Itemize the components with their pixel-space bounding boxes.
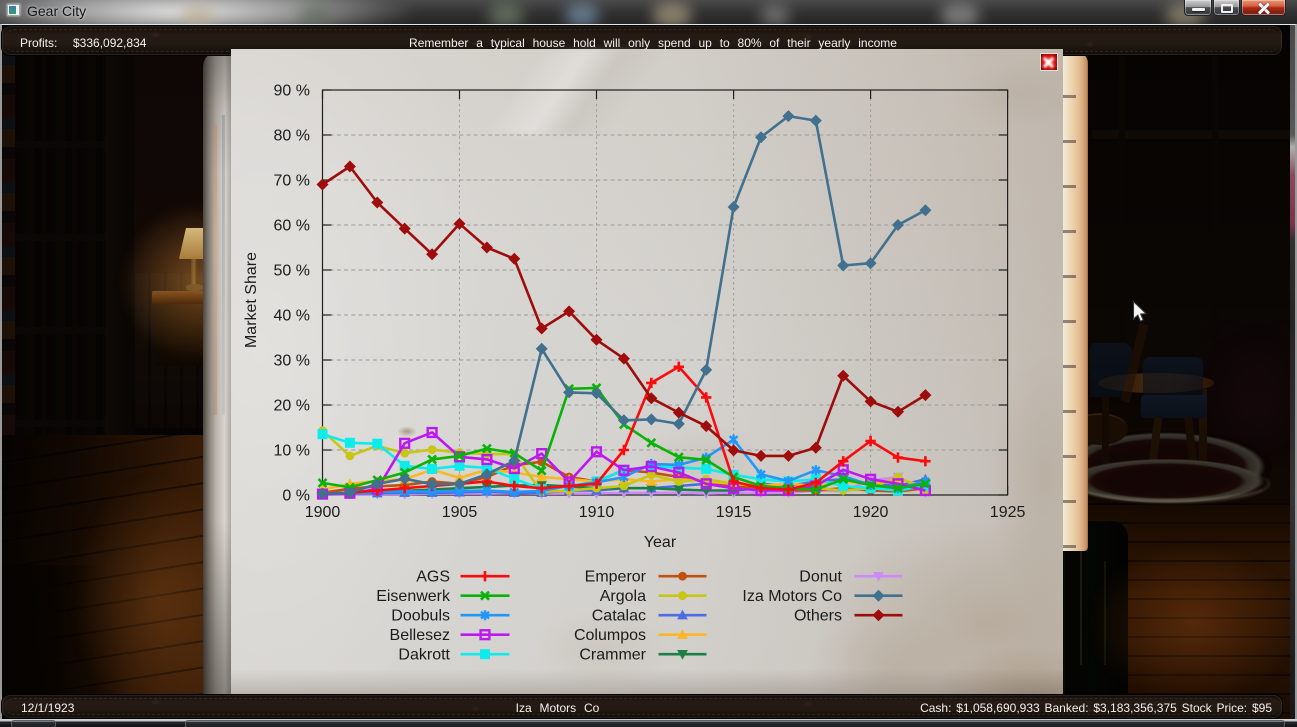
svg-text:Others: Others: [794, 608, 842, 625]
svg-text:AGS: AGS: [416, 569, 450, 586]
svg-text:20 %: 20 %: [274, 398, 310, 415]
svg-text:70 %: 70 %: [274, 173, 310, 190]
svg-text:Crammer: Crammer: [579, 647, 646, 664]
svg-text:1920: 1920: [853, 504, 889, 521]
svg-text:10 %: 10 %: [274, 443, 310, 460]
svg-text:Market Share: Market Share: [243, 252, 260, 348]
svg-text:1905: 1905: [442, 504, 478, 521]
svg-text:1915: 1915: [716, 504, 752, 521]
svg-text:Bellesez: Bellesez: [390, 627, 450, 644]
svg-text:Dakrott: Dakrott: [398, 647, 450, 664]
svg-text:90 %: 90 %: [274, 83, 310, 100]
svg-text:Emperor: Emperor: [585, 569, 647, 586]
svg-text:0 %: 0 %: [282, 488, 310, 505]
svg-text:Catalac: Catalac: [592, 608, 646, 625]
svg-text:60 %: 60 %: [274, 218, 310, 235]
svg-text:80 %: 80 %: [274, 128, 310, 145]
svg-text:1910: 1910: [579, 504, 615, 521]
svg-text:Year: Year: [644, 534, 677, 551]
svg-text:Donut: Donut: [799, 569, 842, 586]
svg-text:40 %: 40 %: [274, 308, 310, 325]
svg-text:50 %: 50 %: [274, 263, 310, 280]
svg-text:Columpos: Columpos: [574, 627, 646, 644]
svg-text:Eisenwerk: Eisenwerk: [376, 588, 451, 605]
svg-text:Doobuls: Doobuls: [391, 608, 450, 625]
svg-text:1925: 1925: [990, 504, 1026, 521]
svg-text:1900: 1900: [305, 504, 341, 521]
svg-text:30 %: 30 %: [274, 353, 310, 370]
svg-text:Argola: Argola: [600, 588, 646, 605]
svg-text:Iza Motors Co: Iza Motors Co: [742, 588, 842, 605]
